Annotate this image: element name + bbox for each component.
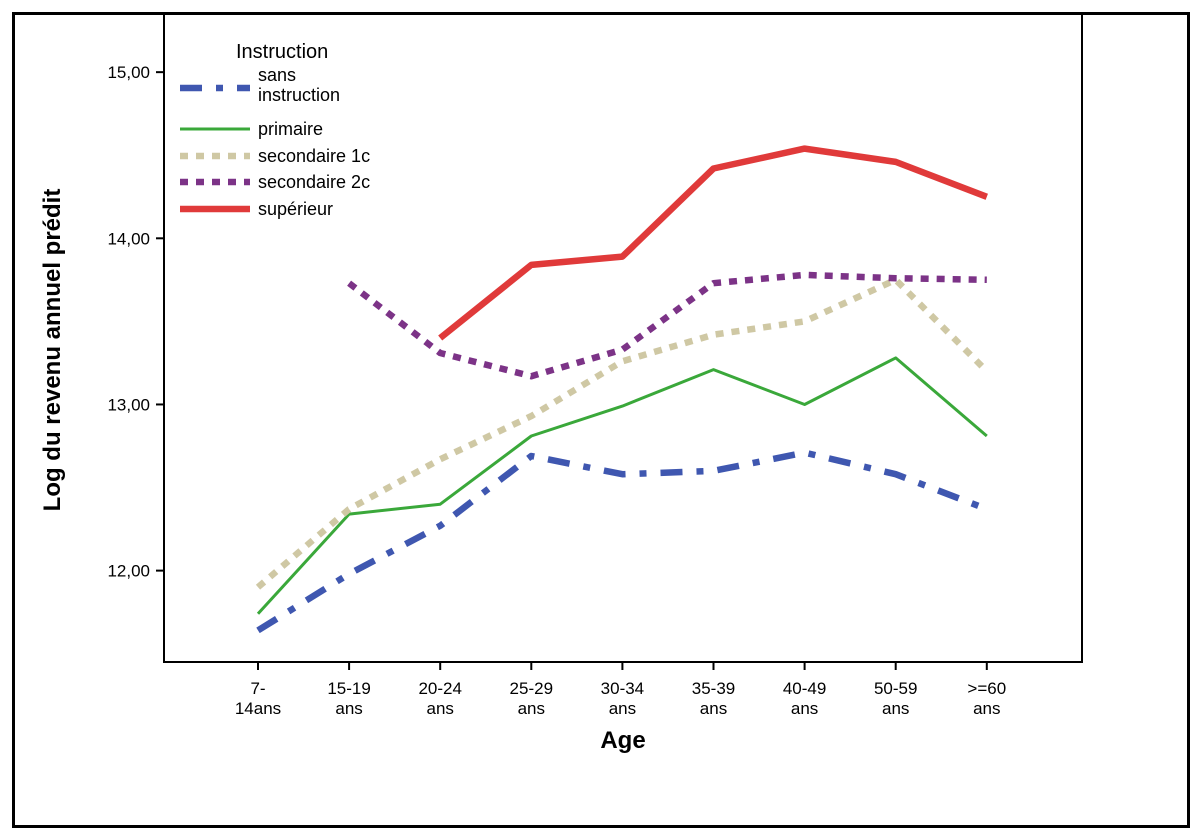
- y-tick-label: 15,00: [107, 63, 150, 82]
- legend-label: sans instruction: [258, 65, 340, 105]
- x-axis: 7-14ans 15-19 ans 20-24 ans 25-29 ans 30-34 ans 3…: [235, 662, 1006, 718]
- y-tick-label: 13,00: [107, 395, 150, 414]
- x-tick-label: 15-19 ans: [327, 679, 370, 718]
- legend-label: secondaire 2c: [258, 172, 370, 192]
- x-tick-label: 35-39 ans: [692, 679, 735, 718]
- x-tick-label: 7-14ans: [235, 679, 281, 718]
- series-layer: [255, 145, 990, 634]
- series-line: [256, 356, 988, 615]
- x-axis-title: Age: [600, 727, 645, 754]
- legend-label: supérieur: [258, 199, 333, 219]
- series-line: [256, 449, 988, 634]
- series-line: [438, 145, 988, 341]
- y-axis: 12,00 13,00 14,00 15,00: [107, 63, 164, 581]
- legend-label: primaire: [258, 119, 323, 139]
- legend-title: Instruction: [236, 41, 328, 63]
- legend-label: secondaire 1c: [258, 146, 370, 166]
- series-line: [347, 271, 987, 380]
- plot-area: [163, 13, 1083, 663]
- x-tick-label: >=60 ans: [967, 679, 1006, 718]
- x-tick-label: 30-34 ans: [601, 679, 644, 718]
- y-tick-label: 14,00: [107, 229, 150, 248]
- x-tick-label: 50-59 ans: [874, 679, 917, 718]
- y-axis-title: Log du revenu annuel prédit: [39, 189, 66, 512]
- legend: Instruction sans instruction primaire secon…: [180, 41, 370, 219]
- x-tick-label: 25-29 ans: [510, 679, 553, 718]
- x-tick-label: 20-24 ans: [418, 679, 461, 718]
- y-tick-label: 12,00: [107, 562, 150, 581]
- x-tick-label: 40-49 ans: [783, 679, 826, 718]
